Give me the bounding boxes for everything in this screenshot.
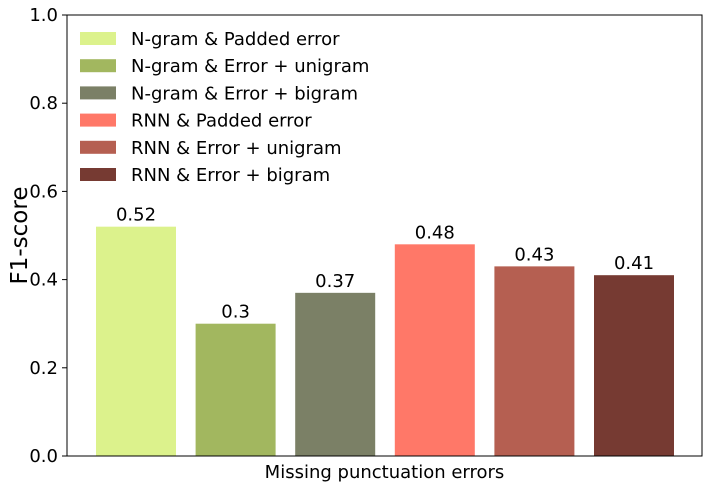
- legend-entry-label: RNN & Padded error: [131, 111, 312, 132]
- plot-area-frame: [66, 14, 703, 457]
- bar-3: [295, 292, 376, 456]
- bar-value-label: 0.43: [514, 244, 554, 265]
- y-tick-label: 0.8: [29, 93, 58, 114]
- legend-swatch: [80, 86, 116, 100]
- legend-swatch: [80, 113, 116, 127]
- bar-value-label: 0.37: [315, 271, 355, 292]
- bar-labels-group: 0.52 0.3 0.37 0.48 0.43 0.41: [116, 205, 654, 323]
- y-tick-label: 0.4: [29, 270, 58, 291]
- legend-entry-label: RNN & Error + unigram: [131, 138, 342, 159]
- y-tick-label: 0.6: [29, 181, 58, 202]
- legend-swatch: [80, 168, 116, 181]
- x-axis-label: Missing punctuation errors: [265, 462, 505, 483]
- bar-value-label: 0.41: [614, 253, 654, 274]
- bar-value-label: 0.3: [221, 302, 250, 323]
- legend-entry-label: N-gram & Padded error: [131, 29, 340, 50]
- legend-swatch: [80, 140, 116, 154]
- legend-entry-label: RNN & Error + bigram: [131, 165, 330, 186]
- y-tick-label: 0.0: [29, 446, 58, 467]
- legend: N-gram & Padded error N-gram & Error + un…: [80, 29, 369, 186]
- bar-value-label: 0.52: [116, 205, 156, 226]
- legend-entry-label: N-gram & Error + bigram: [131, 83, 358, 104]
- bar-1: [96, 226, 176, 456]
- legend-swatch: [80, 32, 116, 45]
- bars-group: [96, 226, 674, 456]
- bar-4: [394, 244, 475, 456]
- y-axis: 0.0 0.2 0.4 0.6 0.8 1.0: [29, 5, 67, 467]
- legend-swatch: [80, 59, 116, 73]
- bar-6: [594, 275, 674, 456]
- legend-entry-label: N-gram & Error + unigram: [131, 56, 369, 77]
- y-tick-label: 0.2: [29, 358, 58, 379]
- y-tick-label: 1.0: [29, 5, 58, 26]
- bar-2: [195, 323, 276, 456]
- bar-5: [494, 266, 575, 456]
- y-axis-label: F1-score: [7, 187, 33, 285]
- bar-value-label: 0.48: [415, 222, 455, 243]
